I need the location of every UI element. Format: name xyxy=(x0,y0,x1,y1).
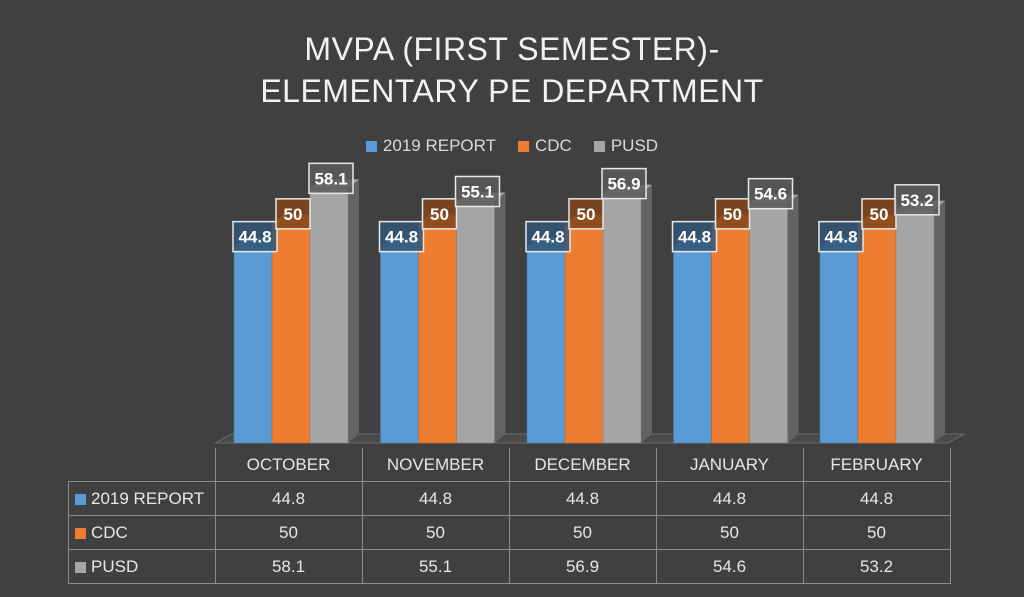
data-label-cdc-november: 50 xyxy=(421,198,458,230)
table-row-header-2019-report: 2019 REPORT xyxy=(68,481,216,516)
table-cell: 50 xyxy=(361,515,510,550)
table-cell: 50 xyxy=(214,515,363,550)
table-row-label: 2019 REPORT xyxy=(91,488,205,508)
bar-pusd-october xyxy=(309,179,359,444)
table-row: 2019 REPORT 44.8 44.8 44.8 44.8 44.8 xyxy=(68,481,951,516)
svg-text:50: 50 xyxy=(284,205,303,224)
bar-pusd-january xyxy=(749,194,799,444)
table-col-header-february: FEBRUARY xyxy=(802,448,951,482)
data-label-cdc-october: 50 xyxy=(275,198,311,230)
legend-item-pusd: PUSD xyxy=(593,136,659,156)
chart-title: MVPA (FIRST SEMESTER)- ELEMENTARY PE DEP… xyxy=(0,28,1024,112)
svg-text:44.8: 44.8 xyxy=(678,228,711,247)
svg-text:54.6: 54.6 xyxy=(754,185,787,204)
table-cell: 44.8 xyxy=(508,481,657,516)
table-row: CDC 50 50 50 50 50 xyxy=(68,515,951,550)
data-label-2019-report-december: 44.8 xyxy=(525,220,571,253)
table-col-header-october: OCTOBER xyxy=(214,448,363,482)
data-label-pusd-october: 58.1 xyxy=(308,162,354,195)
table-cell: 50 xyxy=(802,515,951,550)
table-swatch-cdc xyxy=(75,527,86,539)
svg-text:50: 50 xyxy=(430,205,449,224)
table-cell: 50 xyxy=(655,515,804,550)
legend-item-2019-report: 2019 REPORT xyxy=(365,136,496,156)
table-cell: 56.9 xyxy=(508,549,657,584)
chart-title-line-1: MVPA (FIRST SEMESTER)- xyxy=(304,31,720,67)
table-cell: 44.8 xyxy=(802,481,951,516)
table-row-header-pusd: PUSD xyxy=(68,549,216,584)
table-cell: 50 xyxy=(508,515,657,550)
bar-pusd-december xyxy=(602,184,652,444)
svg-text:55.1: 55.1 xyxy=(461,182,494,201)
svg-text:44.8: 44.8 xyxy=(238,228,271,247)
table-row-label: PUSD xyxy=(91,556,139,576)
svg-text:56.9: 56.9 xyxy=(607,175,640,194)
svg-text:58.1: 58.1 xyxy=(314,169,347,188)
data-label-pusd-november: 55.1 xyxy=(454,175,501,208)
data-label-pusd-january: 54.6 xyxy=(747,177,794,210)
data-label-pusd-december: 56.9 xyxy=(601,167,647,200)
table-col-header-november: NOVEMBER xyxy=(361,448,510,482)
bar-pusd-november xyxy=(456,192,506,444)
table-swatch-pusd xyxy=(75,561,86,573)
svg-text:44.8: 44.8 xyxy=(824,228,857,247)
table-row-header-cdc: CDC xyxy=(68,515,216,550)
legend-swatch-2019-report xyxy=(365,140,377,152)
data-label-2019-report-january: 44.8 xyxy=(671,220,718,253)
table-cell: 44.8 xyxy=(361,481,510,516)
data-label-cdc-december: 50 xyxy=(568,198,604,230)
svg-text:50: 50 xyxy=(577,205,596,224)
svg-text:44.8: 44.8 xyxy=(385,228,418,247)
data-label-2019-report-february: 44.8 xyxy=(818,220,864,253)
data-label-cdc-february: 50 xyxy=(861,198,897,230)
table-row: PUSD 58.1 55.1 56.9 54.6 53.2 xyxy=(68,549,951,584)
legend-item-cdc: CDC xyxy=(518,136,572,156)
data-table-corner xyxy=(68,448,216,482)
table-row-label: CDC xyxy=(91,522,128,542)
data-label-2019-report-october: 44.8 xyxy=(232,220,278,253)
table-swatch-2019-report xyxy=(75,493,86,505)
table-cell: 44.8 xyxy=(655,481,804,516)
legend-label-2019-report: 2019 REPORT xyxy=(382,136,496,155)
legend: 2019 REPORT CDC PUSD xyxy=(0,136,1024,156)
data-table: OCTOBER NOVEMBER DECEMBER JANUARY FEBRUA… xyxy=(68,448,951,584)
svg-text:50: 50 xyxy=(870,205,889,224)
bar-chart-plot: 44.8 50 58.1 44.8 50 55.1 44.8 50 56.9 44.8 50 54.6… xyxy=(214,162,965,444)
bar-pusd-february xyxy=(895,200,945,444)
svg-text:53.2: 53.2 xyxy=(900,191,933,210)
legend-label-cdc: CDC xyxy=(535,136,572,155)
chart-title-line-2: ELEMENTARY PE DEPARTMENT xyxy=(260,73,764,109)
legend-label-pusd: PUSD xyxy=(610,136,659,155)
table-cell: 55.1 xyxy=(361,549,510,584)
legend-swatch-cdc xyxy=(518,140,529,152)
data-label-pusd-february: 53.2 xyxy=(894,184,940,216)
table-cell: 58.1 xyxy=(214,549,363,584)
legend-swatch-pusd xyxy=(593,140,605,152)
table-cell: 53.2 xyxy=(802,549,951,584)
svg-text:50: 50 xyxy=(723,205,742,224)
table-cell: 44.8 xyxy=(214,481,363,516)
data-label-2019-report-november: 44.8 xyxy=(378,220,425,253)
svg-text:44.8: 44.8 xyxy=(531,228,564,247)
table-cell: 54.6 xyxy=(655,549,804,584)
table-col-header-december: DECEMBER xyxy=(508,448,657,482)
table-col-header-january: JANUARY xyxy=(655,448,804,482)
data-label-cdc-january: 50 xyxy=(714,198,751,230)
data-table-header-row: OCTOBER NOVEMBER DECEMBER JANUARY FEBRUA… xyxy=(68,448,951,482)
